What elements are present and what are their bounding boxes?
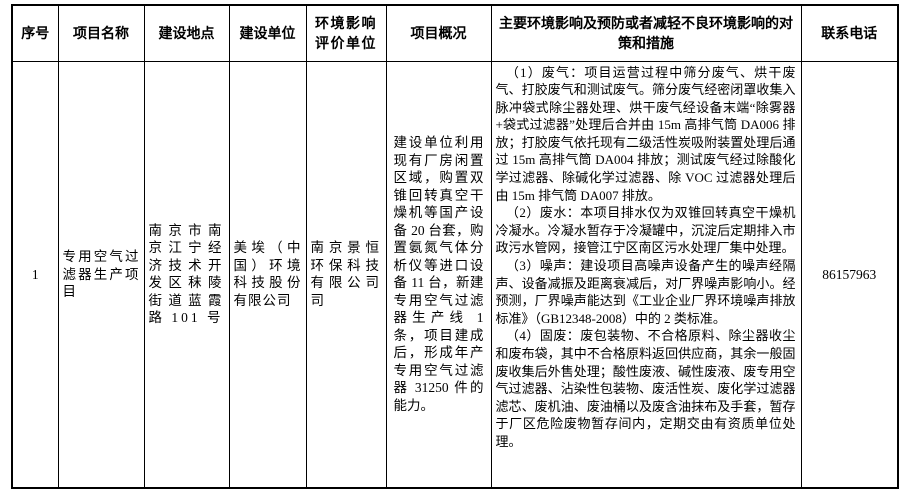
eia-approval-table: 序号 项目名称 建设地点 建设单位 环境影响评价单位 项目概况 主要环境影响及预… <box>11 4 899 489</box>
measure-paragraph: （2）废水：本项目排水仅为双锥回转真空干燥机冷凝水。冷凝水暂存于冷凝罐中，沉淀后… <box>495 205 796 256</box>
cell-phone: 86157963 <box>800 60 899 489</box>
column-header-builder: 建设单位 <box>228 4 307 62</box>
cell-measures: （1）废气：项目运营过程中筛分废气、烘干废气、打胶废气和测试废气。筛分废气经密闭… <box>490 60 802 489</box>
column-header-no: 序号 <box>11 4 59 62</box>
cell-builder: 美埃（中国）环境科技股份有限公司 <box>228 60 307 489</box>
table-row: 1 专用空气过滤器生产项目 南京市南京江宁经济技术开发区秣陵街道蓝霞路 101 … <box>11 60 899 489</box>
column-header-location: 建设地点 <box>143 4 230 62</box>
column-header-phone: 联系电话 <box>800 4 899 62</box>
cell-project-name: 专用空气过滤器生产项目 <box>57 60 145 489</box>
cell-overview: 建设单位利用现有厂房闲置区域，购置双锥回转真空干燥机等国产设备 20 台套，购置… <box>385 60 492 489</box>
measure-paragraph: （3）噪声：建设项目高噪声设备产生的噪声经隔声、设备减振及距离衰减后，对厂界噪声… <box>495 258 796 326</box>
table-header-row: 序号 项目名称 建设地点 建设单位 环境影响评价单位 项目概况 主要环境影响及预… <box>11 4 899 62</box>
measure-paragraph: （4）固废：废包装物、不合格原料、除尘器收尘和废布袋，其中不合格原料返回供应商，… <box>495 328 796 449</box>
column-header-eia-unit: 环境影响评价单位 <box>305 4 387 62</box>
cell-eia-unit: 南京景恒环保科技有限公司司 <box>305 60 387 489</box>
column-header-overview: 项目概况 <box>385 4 492 62</box>
column-header-measures: 主要环境影响及预防或者减轻不良环境影响的对策和措施 <box>490 4 802 62</box>
measure-paragraph: （1）废气：项目运营过程中筛分废气、烘干废气、打胶废气和测试废气。筛分废气经密闭… <box>495 64 796 203</box>
cell-serial-number: 1 <box>11 60 59 489</box>
cell-location: 南京市南京江宁经济技术开发区秣陵街道蓝霞路 101 号 <box>143 60 230 489</box>
column-header-project-name: 项目名称 <box>57 4 145 62</box>
